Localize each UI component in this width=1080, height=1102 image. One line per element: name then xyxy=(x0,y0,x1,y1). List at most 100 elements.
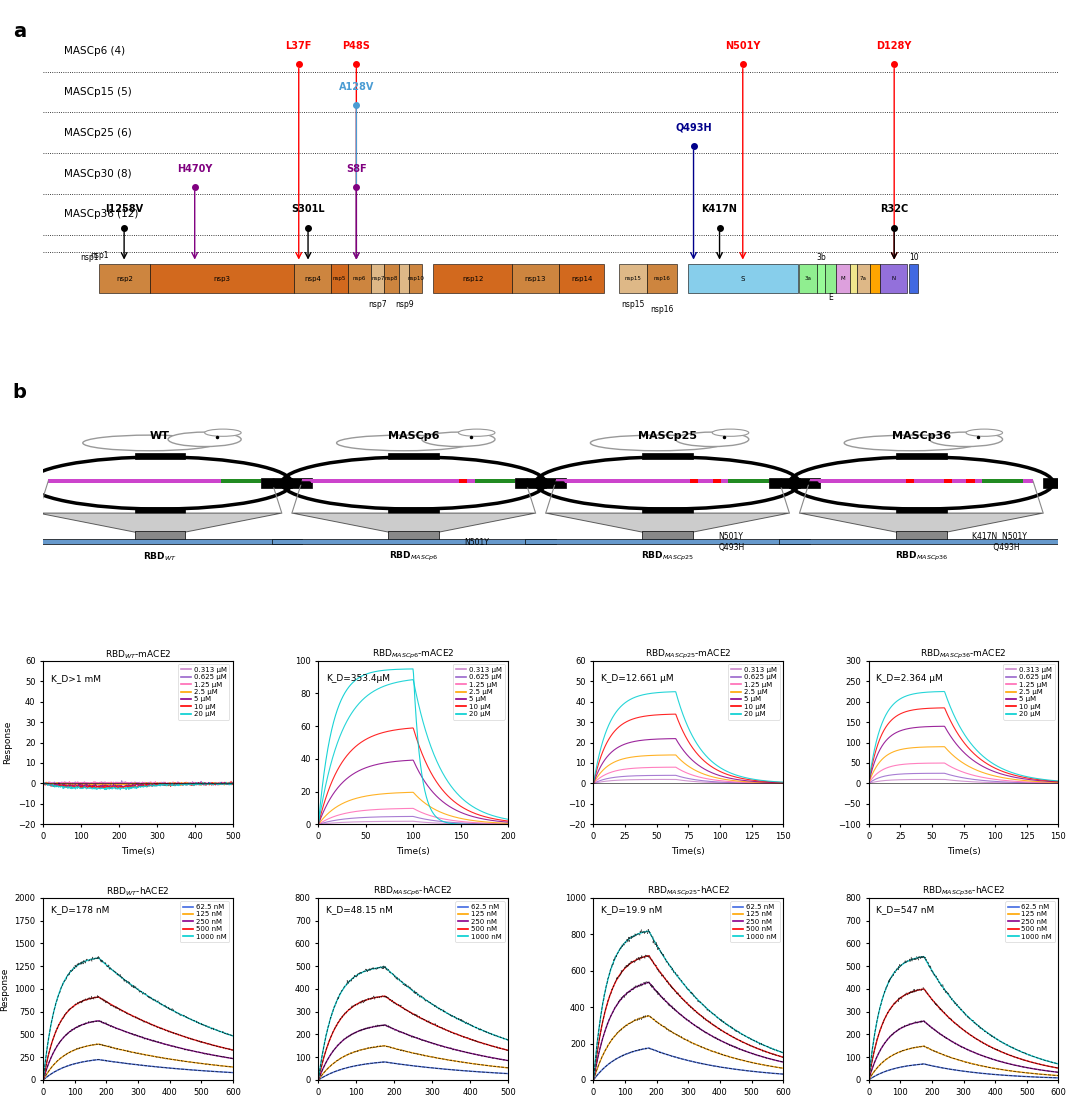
Legend: 0.313 μM, 0.625 μM, 1.25 μM, 2.5 μM, 5 μM, 10 μM, 20 μM: 0.313 μM, 0.625 μM, 1.25 μM, 2.5 μM, 5 μ… xyxy=(1003,665,1055,720)
Bar xyxy=(880,264,907,293)
Text: K417N: K417N xyxy=(702,204,738,215)
X-axis label: Time(s): Time(s) xyxy=(672,846,705,855)
Text: I1258V: I1258V xyxy=(105,204,144,215)
Text: nsp14: nsp14 xyxy=(571,276,592,281)
Bar xyxy=(526,539,810,544)
Bar xyxy=(348,264,372,293)
Bar xyxy=(896,453,947,458)
Text: S8F: S8F xyxy=(346,163,366,174)
Text: nsp16: nsp16 xyxy=(653,276,671,281)
Bar xyxy=(389,531,440,541)
Text: N501Y: N501Y xyxy=(464,538,489,547)
Bar xyxy=(825,264,836,293)
Text: Q493H: Q493H xyxy=(675,122,712,133)
Text: MASCp15 (5): MASCp15 (5) xyxy=(64,87,132,97)
Text: MASCp36: MASCp36 xyxy=(892,431,950,441)
Text: RBD$_{MASCp36}$: RBD$_{MASCp36}$ xyxy=(894,550,948,563)
Text: 3b: 3b xyxy=(815,252,826,261)
Title: RBD$_{MASCp36}$-hACE2: RBD$_{MASCp36}$-hACE2 xyxy=(921,885,1005,898)
Title: RBD$_{MASCp25}$-mACE2: RBD$_{MASCp25}$-mACE2 xyxy=(645,648,731,660)
Text: 3a: 3a xyxy=(805,276,812,281)
Bar xyxy=(389,453,440,458)
Bar xyxy=(135,531,186,541)
Text: nsp10: nsp10 xyxy=(407,276,424,281)
Bar xyxy=(332,264,348,293)
Text: RBD$_{MASCp25}$: RBD$_{MASCp25}$ xyxy=(642,550,694,563)
Polygon shape xyxy=(292,514,536,537)
Bar xyxy=(789,478,820,488)
Legend: 62.5 nM, 125 nM, 250 nM, 500 nM, 1000 nM: 62.5 nM, 125 nM, 250 nM, 500 nM, 1000 nM xyxy=(180,901,229,942)
Bar xyxy=(647,264,677,293)
Text: MASCp6: MASCp6 xyxy=(388,431,440,441)
Text: S301L: S301L xyxy=(292,204,325,215)
Bar xyxy=(459,478,467,484)
Bar xyxy=(836,264,850,293)
Title: RBD$_{MASCp36}$-mACE2: RBD$_{MASCp36}$-mACE2 xyxy=(920,648,1007,660)
Title: RBD$_{WT}$-hACE2: RBD$_{WT}$-hACE2 xyxy=(106,885,170,898)
Bar xyxy=(909,264,918,293)
Circle shape xyxy=(204,429,241,436)
Bar xyxy=(769,478,799,488)
Bar xyxy=(690,478,699,484)
Bar xyxy=(799,264,818,293)
Legend: 62.5 nM, 125 nM, 250 nM, 500 nM, 1000 nM: 62.5 nM, 125 nM, 250 nM, 500 nM, 1000 nM xyxy=(730,901,780,942)
Bar xyxy=(858,264,870,293)
Text: nsp9: nsp9 xyxy=(395,301,414,310)
Text: K_D=547 nM: K_D=547 nM xyxy=(876,905,934,914)
Text: N: N xyxy=(892,276,895,281)
Text: RBD$_{MASCp6}$: RBD$_{MASCp6}$ xyxy=(389,550,438,563)
Text: R32C: R32C xyxy=(880,204,908,215)
Bar xyxy=(944,478,953,484)
Text: N501Y
Q493H: N501Y Q493H xyxy=(718,532,744,552)
Bar xyxy=(967,478,974,484)
Ellipse shape xyxy=(337,435,471,451)
Circle shape xyxy=(168,432,241,446)
Bar xyxy=(272,539,556,544)
Bar xyxy=(983,478,1023,484)
Text: K_D>1 mM: K_D>1 mM xyxy=(51,673,100,682)
Bar xyxy=(221,478,261,484)
Bar xyxy=(619,264,647,293)
Text: K417N  N501Y
         Q493H: K417N N501Y Q493H xyxy=(972,532,1027,552)
Text: MASCp25: MASCp25 xyxy=(638,431,697,441)
Bar xyxy=(643,507,693,514)
Ellipse shape xyxy=(83,435,217,451)
Bar xyxy=(512,264,558,293)
Bar xyxy=(17,539,302,544)
Legend: 62.5 nM, 125 nM, 250 nM, 500 nM, 1000 nM: 62.5 nM, 125 nM, 250 nM, 500 nM, 1000 nM xyxy=(1005,901,1055,942)
Text: b: b xyxy=(13,382,27,402)
Text: M: M xyxy=(840,276,845,281)
Text: nsp4: nsp4 xyxy=(305,276,321,281)
Bar xyxy=(282,478,312,488)
Bar xyxy=(556,478,780,484)
Text: H470Y: H470Y xyxy=(177,163,213,174)
Text: L37F: L37F xyxy=(285,41,312,51)
Text: nsp15: nsp15 xyxy=(624,276,642,281)
Bar xyxy=(1043,478,1074,488)
Text: MASCp6 (4): MASCp6 (4) xyxy=(64,46,124,56)
Bar xyxy=(850,264,858,293)
Text: WT: WT xyxy=(150,431,170,441)
Bar xyxy=(818,264,825,293)
Text: MASCp25 (6): MASCp25 (6) xyxy=(64,128,132,138)
Bar xyxy=(8,478,38,488)
Ellipse shape xyxy=(845,435,978,451)
Circle shape xyxy=(966,429,1002,436)
Y-axis label: Response: Response xyxy=(3,721,13,764)
Text: E: E xyxy=(828,293,834,302)
Text: nsp3: nsp3 xyxy=(214,276,231,281)
Bar xyxy=(261,478,292,488)
Bar xyxy=(475,478,515,484)
Circle shape xyxy=(676,432,748,446)
Legend: 0.313 μM, 0.625 μM, 1.25 μM, 2.5 μM, 5 μM, 10 μM, 20 μM: 0.313 μM, 0.625 μM, 1.25 μM, 2.5 μM, 5 μ… xyxy=(728,665,780,720)
Title: RBD$_{MASCp6}$-mACE2: RBD$_{MASCp6}$-mACE2 xyxy=(372,648,455,660)
Text: nsp13: nsp13 xyxy=(525,276,546,281)
Bar xyxy=(433,264,512,293)
Bar xyxy=(135,507,186,514)
Text: K_D=19.9 nM: K_D=19.9 nM xyxy=(602,905,662,914)
X-axis label: Time(s): Time(s) xyxy=(121,846,154,855)
Bar xyxy=(558,264,605,293)
Text: 7a: 7a xyxy=(860,276,867,281)
Text: nsp15: nsp15 xyxy=(621,301,645,310)
Bar xyxy=(780,539,1064,544)
